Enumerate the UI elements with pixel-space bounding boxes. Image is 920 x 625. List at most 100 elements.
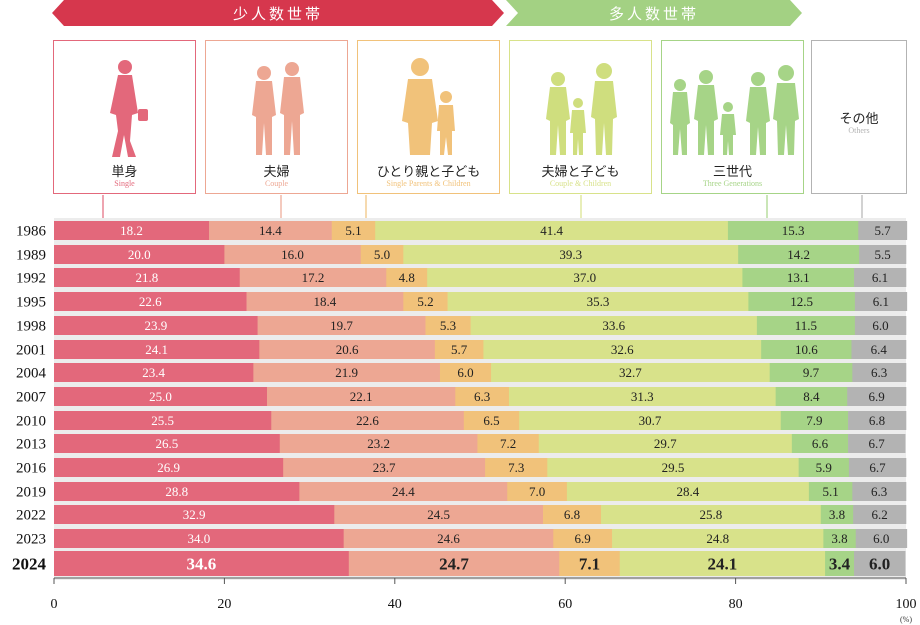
data-label: 5.7 [874,223,891,238]
data-label: 5.3 [440,318,456,333]
bar-segment [808,482,853,501]
bar-segment [427,268,743,287]
card-couple-children: 夫婦と子ども Couple & Children [509,40,652,194]
bar-segment [239,268,387,287]
data-label: 34.6 [187,555,217,574]
bar-segment [54,551,350,576]
bar-segment [756,316,856,335]
bar-segment [403,245,739,264]
card-label-three-generations: 三世代 [712,165,752,180]
year-label: 2004 [16,366,47,382]
bar-segment [434,340,484,359]
bar-segment [54,434,281,453]
card-three-generations: 三世代 Three Generations [661,40,804,194]
bar-segment [425,316,471,335]
x-tick-label: 20 [217,597,231,612]
data-label: 39.3 [559,247,582,262]
data-label: 18.4 [314,294,337,309]
bar-segment [209,221,333,240]
family-silhouette-icon [546,63,617,155]
year-label: 2022 [16,508,46,524]
data-label: 24.5 [427,507,450,522]
bar-segment [54,363,254,382]
bar-segment [848,434,906,453]
data-label: 6.5 [483,413,499,428]
year-label: 2013 [16,437,46,453]
bar-segment [727,221,859,240]
year-label: 1995 [16,295,46,311]
data-label: 34.0 [187,531,210,546]
card-sublabel-couple-children: Couple & Children [549,179,612,188]
bar-segment [848,411,907,430]
small-households-banner: 少人数世帯 [52,0,504,26]
data-label: 18.2 [120,223,143,238]
data-label: 30.7 [639,413,662,428]
bar-segment [619,551,826,576]
year-label: 1989 [16,248,46,264]
data-label: 5.1 [345,223,361,238]
data-label: 7.2 [500,436,516,451]
data-label: 7.1 [579,555,600,574]
year-label: 1986 [16,224,47,240]
data-label: 6.0 [873,531,889,546]
data-label: 7.9 [806,413,822,428]
data-label: 31.3 [631,389,654,404]
data-label: 5.7 [451,342,468,357]
bar-segment [761,340,852,359]
data-label: 24.1 [145,342,168,357]
data-label: 6.1 [873,294,889,309]
card-label-couple: 夫婦 [263,165,290,180]
data-label: 14.4 [259,223,282,238]
data-label: 15.3 [782,223,805,238]
bar-segment [854,551,906,576]
data-label: 16.0 [281,247,304,262]
three-generations-silhouette-icon [670,65,799,155]
data-label: 6.7 [869,460,886,475]
data-label: 3.4 [829,555,851,574]
year-label: 2023 [16,532,46,548]
bar-segment [852,482,907,501]
data-label: 20.6 [336,342,359,357]
data-label: 24.8 [706,531,729,546]
data-label: 6.8 [869,413,885,428]
x-tick-label: 60 [558,597,572,612]
data-label: 5.0 [374,247,390,262]
bar-segment [825,551,855,576]
data-label: 19.7 [330,318,353,333]
card-label-couple-children: 夫婦と子ども [541,165,620,180]
bar-segment [775,387,848,406]
bar-segment [742,268,855,287]
data-label: 5.1 [822,484,838,499]
data-label: 25.0 [149,389,172,404]
bar-segment [439,363,492,382]
data-label: 22.6 [356,413,379,428]
bar-segment [54,482,300,501]
data-label: 24.7 [439,555,469,574]
data-label: 22.1 [350,389,373,404]
data-label: 6.7 [868,436,885,451]
bar-segment [491,363,770,382]
bar-segment [748,292,856,311]
bar-segment [299,482,508,501]
bar-segment [54,268,241,287]
bar-segment [848,458,907,477]
bar-segment [267,387,456,406]
bar-segment [485,458,548,477]
data-label: 11.5 [795,318,817,333]
x-tick-label: 0 [51,597,58,612]
data-label: 6.4 [871,342,888,357]
data-label: 14.2 [787,247,810,262]
x-unit-label: (%) [900,615,912,624]
card-couple: 夫婦 Couple [205,40,348,194]
year-label: 2019 [16,485,46,501]
data-label: 24.1 [708,555,738,574]
card-label-single: 単身 [111,165,138,180]
year-label: 2007 [16,390,47,406]
data-label: 21.8 [135,270,158,285]
bar-segment [612,529,824,548]
bar-segment [600,505,822,524]
bar-segment [463,411,520,430]
bar-segment [566,482,810,501]
bar-segment [854,268,907,287]
year-label: 2024 [12,555,47,574]
